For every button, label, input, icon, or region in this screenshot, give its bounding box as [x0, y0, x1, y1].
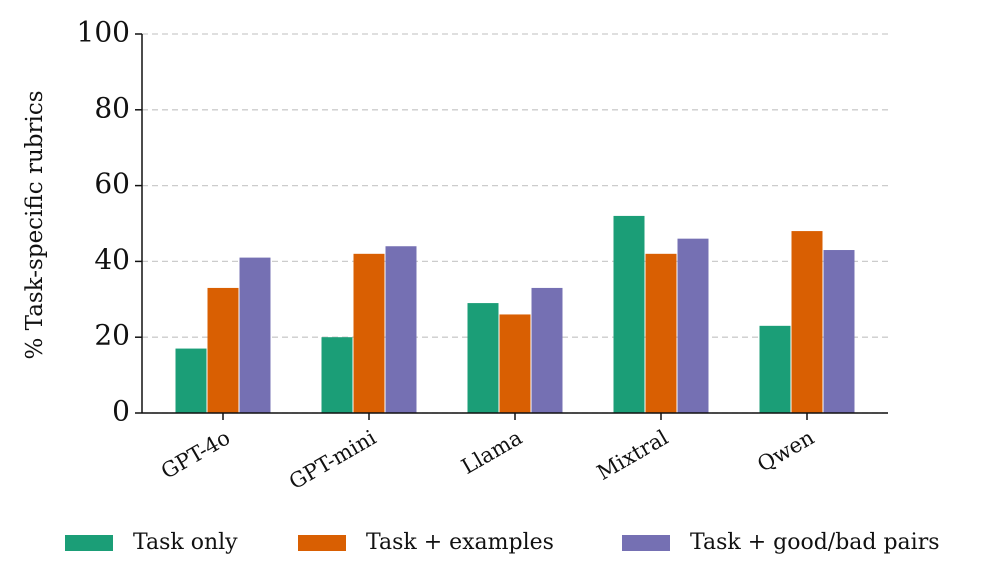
x-tick-label: Qwen [753, 425, 818, 476]
x-tick-label: GPT-4o [157, 425, 234, 483]
y-tick-label: 100 [77, 16, 130, 49]
bar [499, 314, 531, 413]
bar [207, 287, 239, 413]
bar [531, 287, 563, 413]
bar [791, 231, 823, 413]
bar [823, 250, 855, 413]
bar [321, 337, 353, 413]
y-tick-label: 80 [94, 91, 130, 124]
bar [385, 246, 417, 413]
legend-label: Task + good/bad pairs [690, 530, 940, 555]
bar [645, 253, 677, 413]
legend-swatch [65, 535, 113, 551]
y-tick-label: 40 [94, 243, 130, 276]
y-tick-label: 60 [94, 167, 130, 200]
bar [175, 348, 207, 413]
y-tick-label: 20 [94, 319, 130, 352]
bar [677, 238, 709, 413]
legend-label: Task + examples [366, 530, 554, 555]
y-tick-label: 0 [112, 395, 130, 428]
bar [759, 325, 791, 413]
bar [467, 303, 499, 413]
legend-label: Task only [133, 530, 238, 555]
x-tick-label: GPT-mini [285, 425, 381, 494]
bar [239, 257, 271, 413]
x-tick-label: Mixtral [593, 425, 673, 485]
legend-swatch [622, 535, 670, 551]
bar [613, 215, 645, 413]
y-axis-label: % Task-specific rubrics [22, 90, 48, 359]
x-tick-label: Llama [457, 425, 526, 479]
legend-swatch [298, 535, 346, 551]
bar [353, 253, 385, 413]
